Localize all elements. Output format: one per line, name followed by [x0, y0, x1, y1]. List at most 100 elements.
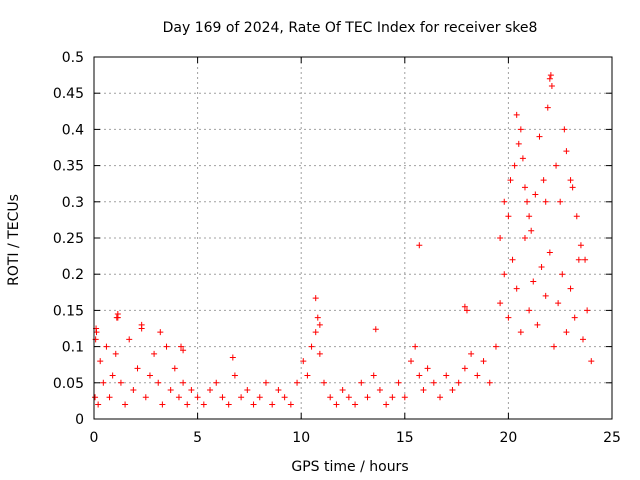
y-tick-label: 0.05 — [53, 376, 84, 392]
data-point — [561, 126, 568, 133]
data-point — [582, 256, 589, 263]
data-point — [497, 300, 504, 307]
data-point — [480, 358, 487, 365]
data-point — [314, 314, 321, 321]
data-point — [167, 387, 174, 394]
data-point — [370, 372, 377, 379]
data-point — [461, 303, 468, 310]
data-point — [389, 394, 396, 401]
data-point — [134, 365, 141, 372]
data-point — [571, 314, 578, 321]
y-tick-label: 0 — [75, 412, 84, 428]
data-point — [308, 343, 315, 350]
data-point — [339, 387, 346, 394]
data-point — [573, 213, 580, 220]
data-point — [231, 372, 238, 379]
data-point — [501, 271, 508, 278]
data-point — [262, 379, 269, 386]
data-point — [109, 372, 116, 379]
data-point — [358, 379, 365, 386]
data-point — [455, 379, 462, 386]
data-point — [312, 329, 319, 336]
data-point — [304, 372, 311, 379]
data-point — [352, 401, 359, 408]
data-point — [184, 401, 191, 408]
data-point — [563, 148, 570, 155]
data-point — [584, 307, 591, 314]
data-point — [114, 311, 121, 318]
data-point — [437, 394, 444, 401]
data-point — [546, 249, 553, 256]
data-point — [526, 307, 533, 314]
data-point — [408, 358, 415, 365]
data-point — [443, 372, 450, 379]
data-point — [463, 307, 470, 314]
data-point — [528, 227, 535, 234]
data-point — [395, 379, 402, 386]
data-point — [521, 184, 528, 191]
grid-lines — [94, 57, 612, 419]
x-tick-label: 0 — [90, 430, 99, 446]
data-point — [507, 177, 514, 184]
x-tick-label: 5 — [193, 430, 202, 446]
data-point — [219, 394, 226, 401]
data-point — [275, 387, 282, 394]
data-point — [112, 350, 119, 357]
x-tick-labels: 0 5 10 15 20 25 — [90, 430, 621, 446]
data-point — [449, 387, 456, 394]
y-tick-labels: 0 0.05 0.1 0.15 0.2 0.25 0.3 0.35 0.4 0.45 0.5 — [53, 50, 84, 428]
data-point — [155, 379, 162, 386]
data-point — [142, 394, 149, 401]
data-point — [151, 350, 158, 357]
data-point — [577, 242, 584, 249]
data-point — [538, 263, 545, 270]
data-point — [416, 372, 423, 379]
data-point — [412, 343, 419, 350]
chart-title: Day 169 of 2024, Rate Of TEC Index for r… — [163, 20, 538, 36]
y-tick-label: 0.35 — [53, 159, 84, 175]
data-point — [159, 401, 166, 408]
data-point — [588, 358, 595, 365]
x-tick-label: 20 — [499, 430, 517, 446]
data-point — [100, 379, 107, 386]
data-point — [171, 365, 178, 372]
data-point — [555, 300, 562, 307]
data-point — [401, 394, 408, 401]
data-point — [163, 343, 170, 350]
data-point — [316, 350, 323, 357]
data-point — [509, 256, 516, 263]
data-point — [517, 126, 524, 133]
data-point — [547, 72, 554, 79]
data-point — [505, 213, 512, 220]
data-point — [180, 379, 187, 386]
y-tick-label: 0.15 — [53, 303, 84, 319]
data-point — [579, 336, 586, 343]
data-point — [333, 401, 340, 408]
data-point — [546, 75, 553, 82]
data-point — [244, 387, 251, 394]
data-point — [513, 111, 520, 118]
data-point — [486, 379, 493, 386]
y-tick-label: 0.2 — [62, 267, 84, 283]
data-point — [312, 295, 319, 302]
data-point — [175, 394, 182, 401]
data-point — [188, 387, 195, 394]
data-point — [130, 387, 137, 394]
data-point — [103, 343, 110, 350]
x-tick-label: 25 — [603, 430, 621, 446]
data-point — [97, 358, 104, 365]
data-point — [92, 394, 99, 401]
data-point — [157, 329, 164, 336]
data-point — [474, 372, 481, 379]
data-point — [553, 162, 560, 169]
data-point — [526, 213, 533, 220]
data-point — [117, 379, 124, 386]
data-point — [430, 379, 437, 386]
axis-ticks — [93, 56, 613, 420]
data-point — [376, 387, 383, 394]
data-point — [269, 401, 276, 408]
data-point — [548, 82, 555, 89]
data-point — [300, 358, 307, 365]
data-point — [327, 394, 334, 401]
